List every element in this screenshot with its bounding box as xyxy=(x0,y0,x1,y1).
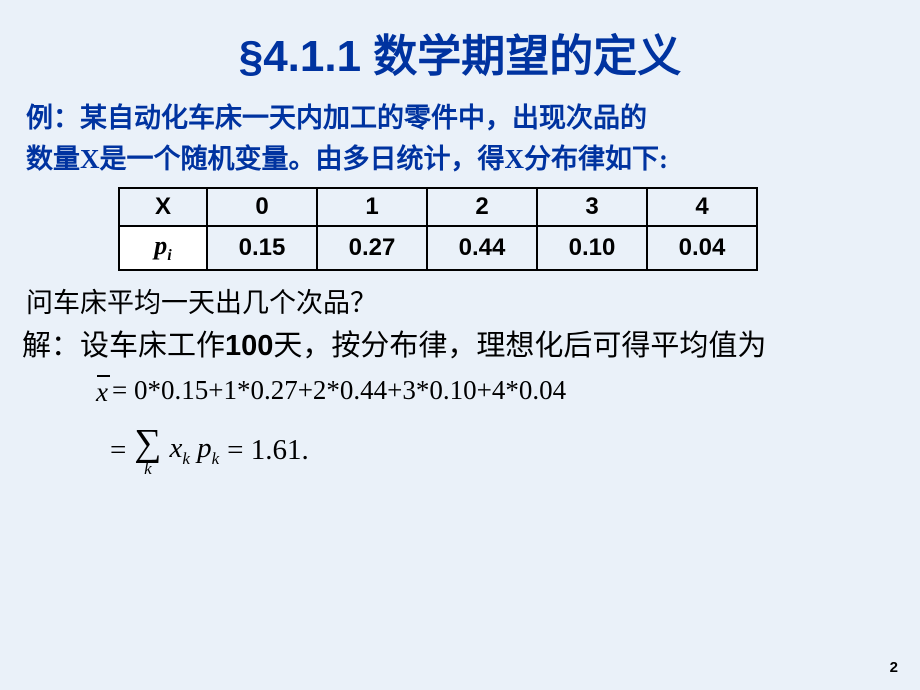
table-header-val: 2 xyxy=(427,188,537,226)
distribution-table: X 0 1 2 3 4 pi 0.15 0.27 0.44 0.10 0.04 xyxy=(118,187,758,271)
table-row: X 0 1 2 3 4 xyxy=(119,188,757,226)
table-cell-prob: 0.04 xyxy=(647,226,757,270)
sum-index: k xyxy=(144,460,152,477)
question-text: 问车床平均一天出几个次品？ xyxy=(26,281,894,320)
solution-tail: 天，按分布律，理想化后可得平均值为 xyxy=(273,330,766,362)
solution-days: 100 xyxy=(225,330,273,362)
equation-line-1: x = 0*0.15+1*0.27+2*0.44+3*0.10+4*0.04 xyxy=(96,373,920,408)
table-header-x: X xyxy=(119,188,207,226)
sum-term: xk pk xyxy=(169,432,219,469)
table-row-label: pi xyxy=(119,226,207,270)
page-number: 2 xyxy=(890,659,898,676)
equation-block: x = 0*0.15+1*0.27+2*0.44+3*0.10+4*0.04 =… xyxy=(96,373,920,477)
sigma-icon: ∑ xyxy=(134,424,161,462)
table-row: pi 0.15 0.27 0.44 0.10 0.04 xyxy=(119,226,757,270)
intro-line-1: 例：某自动化车床一天内加工的零件中，出现次品的 xyxy=(26,103,647,133)
slide: §4.1.1 数学期望的定义 例：某自动化车床一天内加工的零件中，出现次品的 数… xyxy=(0,0,920,690)
solution-text: 解：设车床工作100天，按分布律，理想化后可得平均值为 xyxy=(22,326,898,367)
table-header-val: 0 xyxy=(207,188,317,226)
table-cell-prob: 0.15 xyxy=(207,226,317,270)
summation-symbol: ∑ k xyxy=(134,424,161,477)
example-intro: 例：某自动化车床一天内加工的零件中，出现次品的 数量X是一个随机变量。由多日统计… xyxy=(26,98,894,179)
solution-prefix: 解：设车床工作 xyxy=(22,330,225,362)
p-sub-i-symbol: pi xyxy=(152,231,173,265)
x-bar-symbol: x xyxy=(96,373,108,408)
table-header-val: 1 xyxy=(317,188,427,226)
eq2-equals: = xyxy=(110,434,126,467)
equation-line-2: = ∑ k xk pk = 1.61. xyxy=(110,424,920,477)
table-header-val: 4 xyxy=(647,188,757,226)
table-header-val: 3 xyxy=(537,188,647,226)
eq1-expression: = 0*0.15+1*0.27+2*0.44+3*0.10+4*0.04 xyxy=(112,375,566,406)
intro-line-2: 数量X是一个随机变量。由多日统计，得X分布律如下: xyxy=(26,144,668,174)
slide-title: §4.1.1 数学期望的定义 xyxy=(0,0,920,84)
table-cell-prob: 0.44 xyxy=(427,226,537,270)
table-cell-prob: 0.27 xyxy=(317,226,427,270)
eq2-result: = 1.61. xyxy=(227,434,309,467)
table-cell-prob: 0.10 xyxy=(537,226,647,270)
